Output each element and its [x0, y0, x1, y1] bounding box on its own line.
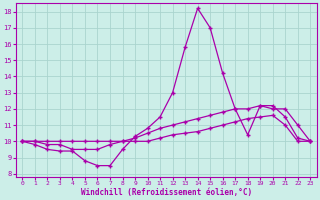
- X-axis label: Windchill (Refroidissement éolien,°C): Windchill (Refroidissement éolien,°C): [81, 188, 252, 197]
